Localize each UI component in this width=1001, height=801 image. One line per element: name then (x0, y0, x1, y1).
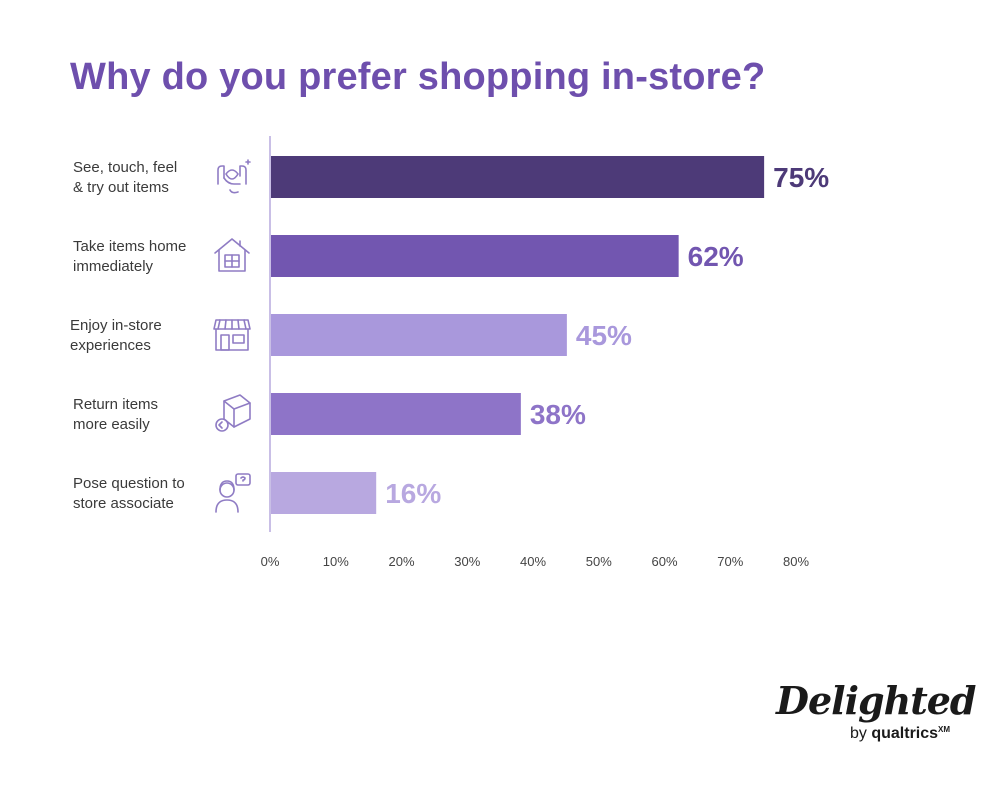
x-tick-label: 40% (520, 554, 546, 569)
bar (271, 393, 521, 435)
bar (271, 314, 567, 356)
delighted-logo: Delighted by qualtricsXM (776, 678, 976, 748)
return-box-icon (210, 391, 254, 435)
x-tick-label: 0% (261, 554, 280, 569)
bar-value-label: 62% (688, 241, 744, 272)
x-tick-label: 10% (323, 554, 349, 569)
brand-xm-mark: XM (938, 725, 951, 734)
x-tick-label: 20% (388, 554, 414, 569)
brand-name: Delighted (776, 678, 976, 723)
category-label: See, touch, feel & try out items (73, 159, 178, 196)
brand-byline-prefix: by (850, 725, 872, 742)
x-tick-label: 80% (783, 554, 809, 569)
bar-value-label: 75% (773, 162, 829, 193)
x-tick-label: 50% (586, 554, 612, 569)
house-icon (210, 233, 254, 277)
category-label: Return items more easily (73, 396, 159, 433)
bar-value-label: 16% (385, 478, 441, 509)
category-label: Take items home immediately (73, 238, 187, 275)
hands-heart-icon (210, 154, 254, 198)
bar (271, 156, 765, 198)
brand-byline: by qualtricsXM (850, 725, 950, 743)
category-label: Pose question to store associate (73, 475, 185, 512)
x-tick-label: 60% (651, 554, 677, 569)
brand-byline-company: qualtrics (871, 725, 939, 742)
x-tick-label: 70% (717, 554, 743, 569)
bar-value-label: 45% (576, 320, 632, 351)
associate-question-icon (210, 470, 254, 514)
storefront-icon (210, 312, 254, 356)
chart-title: Why do you prefer shopping in-store? (70, 56, 766, 98)
bar (271, 235, 679, 277)
bar (271, 472, 377, 514)
bar-value-label: 38% (530, 399, 586, 430)
x-tick-label: 30% (454, 554, 480, 569)
category-label: Enjoy in-store experiences (70, 317, 162, 354)
